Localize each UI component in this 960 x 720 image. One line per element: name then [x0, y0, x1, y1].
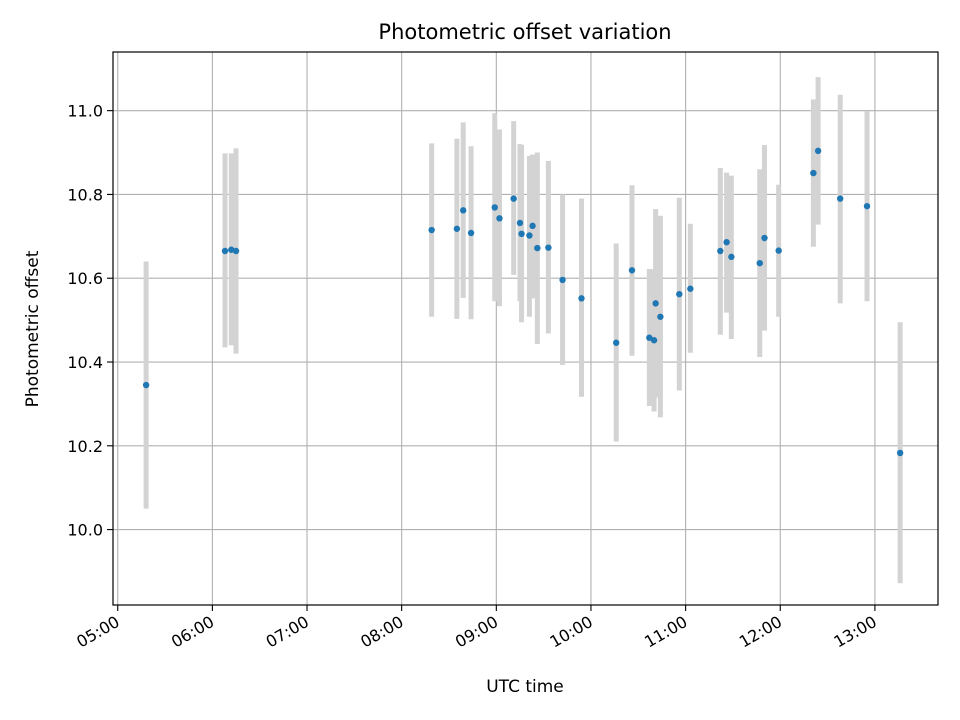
data-point — [628, 267, 636, 274]
y-tick-label: 10.8 — [67, 185, 103, 204]
data-point — [775, 247, 782, 254]
y-tick-label: 10.2 — [67, 437, 103, 456]
x-tick-label: 05:00 — [73, 612, 122, 652]
data-point — [676, 290, 683, 298]
y-axis-label: Photometric offset — [23, 250, 43, 407]
axes-frame — [112, 51, 939, 606]
data-point — [723, 238, 730, 246]
data-point — [221, 247, 229, 255]
data-point — [814, 147, 822, 155]
data-point — [650, 337, 658, 344]
data-point — [756, 259, 763, 267]
data-point — [516, 219, 524, 227]
data-point — [232, 247, 240, 255]
data-point — [863, 202, 871, 210]
x-tick-label: 10:00 — [547, 612, 596, 652]
x-axis-label: UTC time — [486, 677, 564, 697]
data-point — [728, 253, 735, 261]
y-tick-label: 10.6 — [67, 269, 103, 288]
data-point — [529, 222, 536, 230]
x-tick-label: 08:00 — [357, 612, 406, 652]
data-point — [810, 169, 817, 177]
data-point — [496, 215, 503, 222]
x-tick-label: 12:00 — [736, 612, 785, 652]
data-point — [836, 195, 844, 202]
data-point — [646, 334, 653, 341]
data-point — [559, 276, 566, 284]
data-point — [717, 247, 724, 255]
data-point — [453, 225, 461, 232]
y-tick-label: 10.4 — [67, 353, 103, 372]
x-tick-label: 07:00 — [263, 612, 312, 652]
data-point — [657, 313, 664, 320]
y-tick-label: 11.0 — [67, 102, 103, 121]
data-point — [142, 381, 150, 389]
x-tick-label: 06:00 — [168, 612, 217, 652]
data-point — [545, 244, 552, 251]
x-tick-label: 09:00 — [452, 612, 501, 652]
data-point — [510, 195, 517, 202]
data-point — [491, 204, 498, 211]
data-point — [761, 234, 768, 242]
data-point — [896, 449, 904, 457]
chart-title: Photometric offset variation — [378, 20, 671, 44]
data-point — [428, 226, 435, 234]
data-point — [652, 300, 659, 307]
grid — [113, 52, 938, 605]
data-point — [518, 230, 525, 238]
y-tick-label: 10.0 — [67, 521, 103, 540]
error-bars — [143, 77, 903, 584]
data-point — [687, 285, 694, 292]
data-point — [526, 232, 533, 239]
data-points — [142, 147, 904, 457]
data-point — [534, 244, 541, 252]
x-tick-label: 13:00 — [830, 612, 879, 652]
x-tick-label: 11:00 — [641, 612, 690, 652]
data-point — [578, 295, 585, 302]
data-point — [459, 207, 467, 214]
data-point — [613, 339, 620, 346]
data-point — [467, 229, 475, 237]
